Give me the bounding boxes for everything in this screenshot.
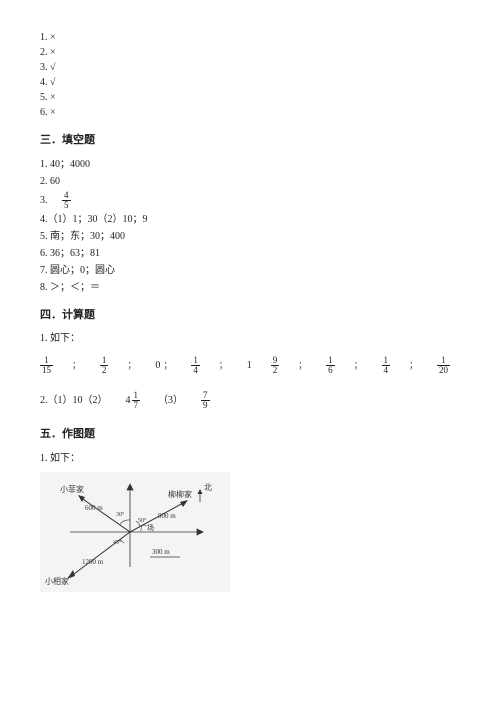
page-root: 1. × 2. × 3. √ 4. √ 5. × 6. × 三．填空题 1. 4…: [0, 0, 500, 622]
fill-item: 7. 圆心；0；圆心: [40, 263, 460, 278]
tf-mark: ×: [50, 92, 56, 103]
label-d900: 900 m: [158, 512, 176, 520]
calc-cell: 1 6: [326, 356, 335, 375]
calc-row-2: 2.（1）10（2） 4 1 7 （3） 7 9: [40, 391, 460, 410]
calc-cell: 1 15: [40, 356, 53, 375]
separator: ；: [219, 359, 228, 373]
frac-den: 7: [132, 401, 141, 410]
calc-cell: 1 4: [191, 356, 200, 375]
north-label: 北: [204, 483, 212, 492]
calc-value: 1: [247, 358, 252, 373]
tf-num: 2.: [40, 47, 48, 58]
fraction: 1 4: [191, 356, 200, 375]
fraction: 1 15: [40, 356, 53, 375]
frac-den: 9: [201, 401, 210, 410]
fill-item: 8. ＞；＜；＝: [40, 280, 460, 295]
draw-label: 1. 如下：: [40, 451, 460, 466]
separator: ；: [72, 359, 81, 373]
label-fei: 小菲家: [60, 484, 84, 494]
fraction: 7 9: [201, 391, 210, 410]
fill-item: 5. 南；东；30；400: [40, 229, 460, 244]
frac-den: 4: [382, 366, 391, 375]
calc-value: 0: [155, 358, 160, 373]
fill-item: 2. 60: [40, 174, 460, 189]
fraction: 9 2: [271, 356, 280, 375]
fraction: 1 20: [437, 356, 450, 375]
calc1-label: 1. 如下：: [40, 331, 460, 346]
label-d1200: 1200 m: [82, 558, 104, 566]
mixed-fraction: 4 1 7: [126, 391, 141, 410]
fill-blank-answers: 1. 40；4000 2. 60 3. 4 5 4.（1）1；30（2）10；9…: [40, 157, 460, 295]
separator: ；: [409, 359, 418, 373]
frac-den: 6: [326, 366, 335, 375]
fraction: 4 5: [62, 191, 71, 210]
fill-item: 4.（1）1；30（2）10；9: [40, 212, 460, 227]
diagram-svg: 北 小菲家 600 m 30° 柳柳家 900 m 50° 小相家 1200 m…: [40, 472, 240, 602]
frac-den: 15: [40, 366, 53, 375]
tf-mark: ×: [50, 32, 56, 43]
separator: ；: [354, 359, 363, 373]
label-a50: 50°: [138, 517, 147, 524]
calc-cell: 1 20: [437, 356, 450, 375]
frac-den: 2: [100, 366, 109, 375]
tf-num: 6.: [40, 107, 48, 118]
tf-item: 1. ×: [40, 30, 460, 45]
fraction: 1 4: [382, 356, 391, 375]
mixed-int: 4: [126, 393, 131, 408]
label-d600: 600 m: [85, 504, 103, 512]
calc-cell: 9 2: [271, 356, 280, 375]
label-gc: 广场: [140, 523, 154, 532]
fraction: 1 2: [100, 356, 109, 375]
label-d300: 300 m: [152, 548, 170, 556]
tf-num: 5.: [40, 92, 48, 103]
tf-num: 4.: [40, 77, 48, 88]
label-liu: 柳柳家: [168, 489, 192, 499]
separator: ；: [298, 359, 307, 373]
calc-cell: 1: [247, 358, 252, 373]
calc-cell: 0 ；: [155, 358, 172, 373]
calc2-p3: （3）: [158, 393, 183, 408]
fill-item: 6. 36；63；81: [40, 246, 460, 261]
frac-den: 5: [62, 201, 71, 210]
calc-cell: 1 4: [382, 356, 391, 375]
tf-item: 5. ×: [40, 90, 460, 105]
direction-diagram: 北 小菲家 600 m 30° 柳柳家 900 m 50° 小相家 1200 m…: [40, 472, 460, 602]
section-4-title: 四．计算题: [40, 307, 460, 324]
tf-item: 6. ×: [40, 105, 460, 120]
fill-item: 3. 4 5: [40, 191, 460, 210]
fraction: 1 7: [132, 391, 141, 410]
tf-num: 3.: [40, 62, 48, 73]
tf-item: 2. ×: [40, 45, 460, 60]
calc-cell: 1 2: [100, 356, 109, 375]
frac-den: 2: [271, 366, 280, 375]
tf-num: 1.: [40, 32, 48, 43]
fill-item: 1. 40；4000: [40, 157, 460, 172]
separator: ；: [127, 359, 136, 373]
tf-answer-list: 1. × 2. × 3. √ 4. √ 5. × 6. ×: [40, 30, 460, 120]
separator: ；: [163, 359, 172, 373]
calc2-prefix: 2.（1）10（2）: [40, 393, 108, 408]
tf-mark: ×: [50, 47, 56, 58]
section-3-title: 三．填空题: [40, 132, 460, 149]
tf-item: 4. √: [40, 75, 460, 90]
section-5-title: 五．作图题: [40, 426, 460, 443]
frac-den: 4: [191, 366, 200, 375]
label-a30: 30°: [116, 511, 125, 518]
frac-den: 20: [437, 366, 450, 375]
tf-mark: √: [50, 62, 56, 73]
calc-row-1: 1 15 ； 1 2 ； 0 ； 1 4 ； 1 9: [40, 356, 460, 375]
tf-item: 3. √: [40, 60, 460, 75]
tf-mark: √: [50, 77, 56, 88]
fill-item-label: 3.: [40, 194, 48, 205]
tf-mark: ×: [50, 107, 56, 118]
label-yu: 小相家: [45, 576, 69, 586]
fraction: 1 6: [326, 356, 335, 375]
frac-num: 4: [62, 191, 71, 201]
